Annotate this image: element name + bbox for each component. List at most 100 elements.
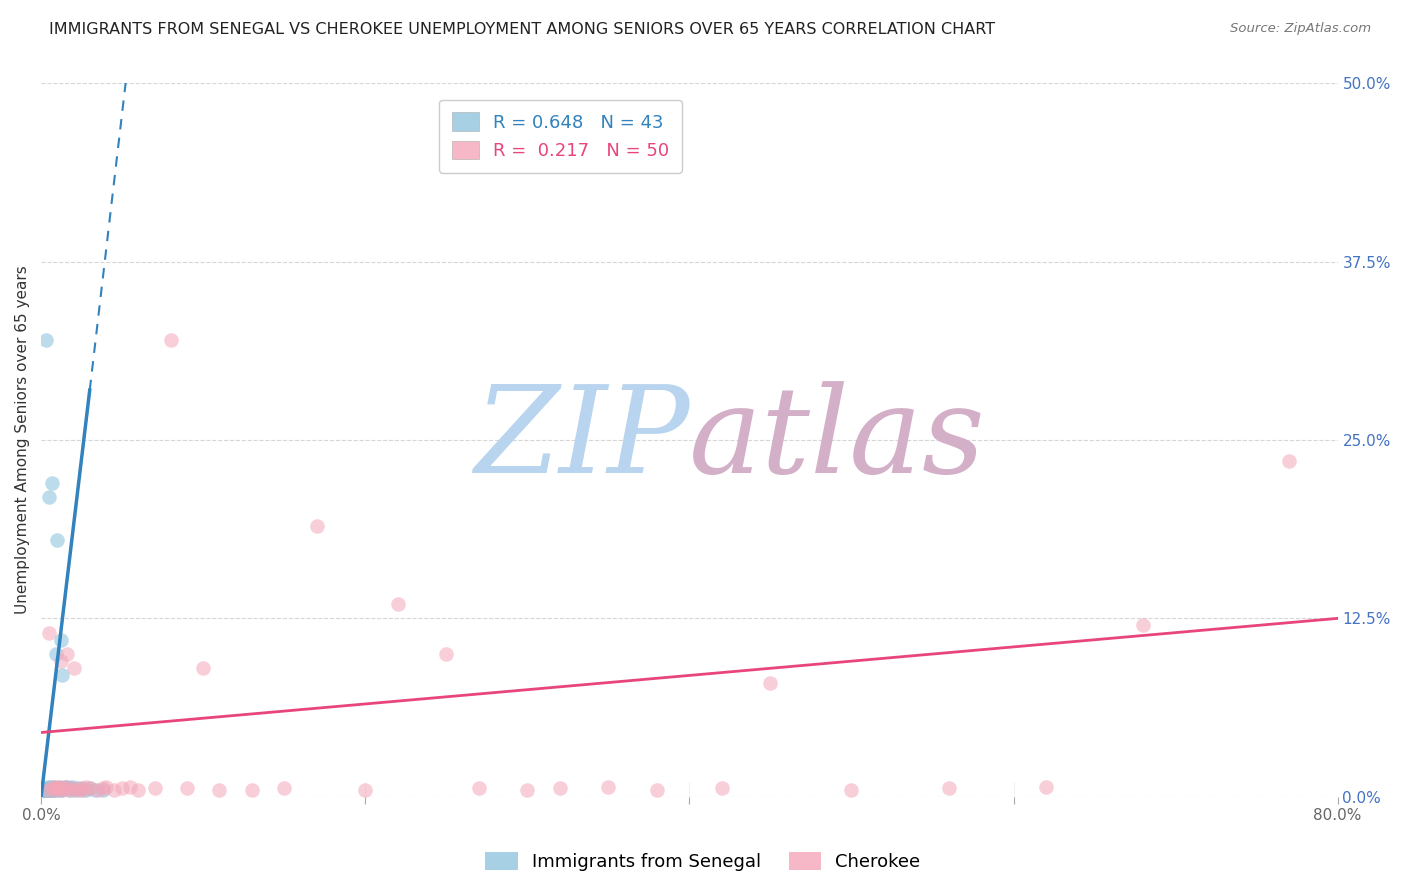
Point	[193, 661, 215, 675]
Point	[35, 782, 58, 797]
Point	[516, 782, 538, 797]
Point	[35, 333, 58, 347]
Point	[79, 781, 101, 796]
Point	[387, 597, 409, 611]
Point	[66, 781, 89, 796]
Point	[37, 784, 59, 798]
Point	[710, 781, 733, 796]
Point	[46, 533, 69, 547]
Point	[208, 782, 231, 797]
Point	[49, 632, 72, 647]
Point	[59, 782, 82, 797]
Point	[39, 780, 62, 794]
Point	[38, 781, 60, 796]
Point	[467, 781, 489, 796]
Point	[49, 654, 72, 668]
Point	[38, 782, 60, 797]
Legend: R = 0.648   N = 43, R =  0.217   N = 50: R = 0.648 N = 43, R = 0.217 N = 50	[439, 100, 682, 172]
Point	[111, 781, 134, 796]
Point	[103, 782, 125, 797]
Point	[76, 780, 98, 794]
Point	[49, 781, 72, 796]
Point	[56, 780, 79, 794]
Point	[120, 780, 142, 794]
Point	[37, 780, 59, 794]
Point	[34, 781, 56, 796]
Point	[841, 782, 863, 797]
Point	[41, 475, 63, 490]
Point	[41, 781, 63, 796]
Point	[42, 780, 65, 794]
Point	[62, 661, 84, 675]
Point	[1132, 618, 1154, 632]
Point	[240, 782, 263, 797]
Point	[938, 781, 960, 796]
Point	[46, 781, 69, 796]
Point	[83, 782, 105, 797]
Text: Source: ZipAtlas.com: Source: ZipAtlas.com	[1230, 22, 1371, 36]
Point	[45, 782, 67, 797]
Point	[51, 782, 73, 797]
Point	[58, 782, 80, 797]
Point	[55, 780, 77, 794]
Point	[41, 782, 63, 797]
Point	[56, 781, 79, 796]
Point	[91, 781, 114, 796]
Point	[759, 675, 782, 690]
Point	[79, 781, 101, 796]
Point	[48, 780, 70, 794]
Point	[1278, 454, 1301, 468]
Y-axis label: Unemployment Among Seniors over 65 years: Unemployment Among Seniors over 65 years	[15, 266, 30, 615]
Point	[91, 782, 114, 797]
Point	[127, 782, 149, 797]
Point	[72, 782, 94, 797]
Point	[55, 780, 77, 794]
Point	[56, 647, 79, 661]
Point	[273, 781, 295, 796]
Point	[60, 780, 83, 794]
Point	[38, 625, 60, 640]
Point	[37, 782, 59, 797]
Point	[38, 490, 60, 504]
Point	[45, 782, 67, 797]
Point	[94, 780, 117, 794]
Point	[548, 781, 571, 796]
Point	[42, 781, 65, 796]
Point	[52, 781, 75, 796]
Point	[434, 647, 457, 661]
Point	[45, 647, 67, 661]
Point	[159, 333, 181, 347]
Point	[72, 781, 94, 796]
Point	[60, 781, 83, 796]
Legend: Immigrants from Senegal, Cherokee: Immigrants from Senegal, Cherokee	[478, 845, 928, 879]
Point	[59, 781, 82, 796]
Point	[66, 782, 89, 797]
Point	[305, 518, 328, 533]
Point	[143, 781, 166, 796]
Point	[51, 668, 73, 682]
Text: ZIP: ZIP	[474, 382, 689, 499]
Point	[87, 782, 110, 797]
Point	[76, 782, 98, 797]
Point	[34, 784, 56, 798]
Point	[354, 782, 377, 797]
Point	[31, 785, 53, 799]
Point	[1035, 780, 1057, 794]
Point	[69, 781, 91, 796]
Text: IMMIGRANTS FROM SENEGAL VS CHEROKEE UNEMPLOYMENT AMONG SENIORS OVER 65 YEARS COR: IMMIGRANTS FROM SENEGAL VS CHEROKEE UNEM…	[49, 22, 995, 37]
Text: atlas: atlas	[689, 382, 986, 499]
Point	[62, 782, 84, 797]
Point	[645, 782, 668, 797]
Point	[48, 780, 70, 794]
Point	[31, 782, 53, 797]
Point	[52, 781, 75, 796]
Point	[176, 781, 198, 796]
Point	[41, 781, 63, 796]
Point	[39, 784, 62, 798]
Point	[48, 782, 70, 797]
Point	[46, 781, 69, 796]
Point	[42, 780, 65, 794]
Point	[51, 782, 73, 797]
Point	[69, 782, 91, 797]
Point	[598, 780, 620, 794]
